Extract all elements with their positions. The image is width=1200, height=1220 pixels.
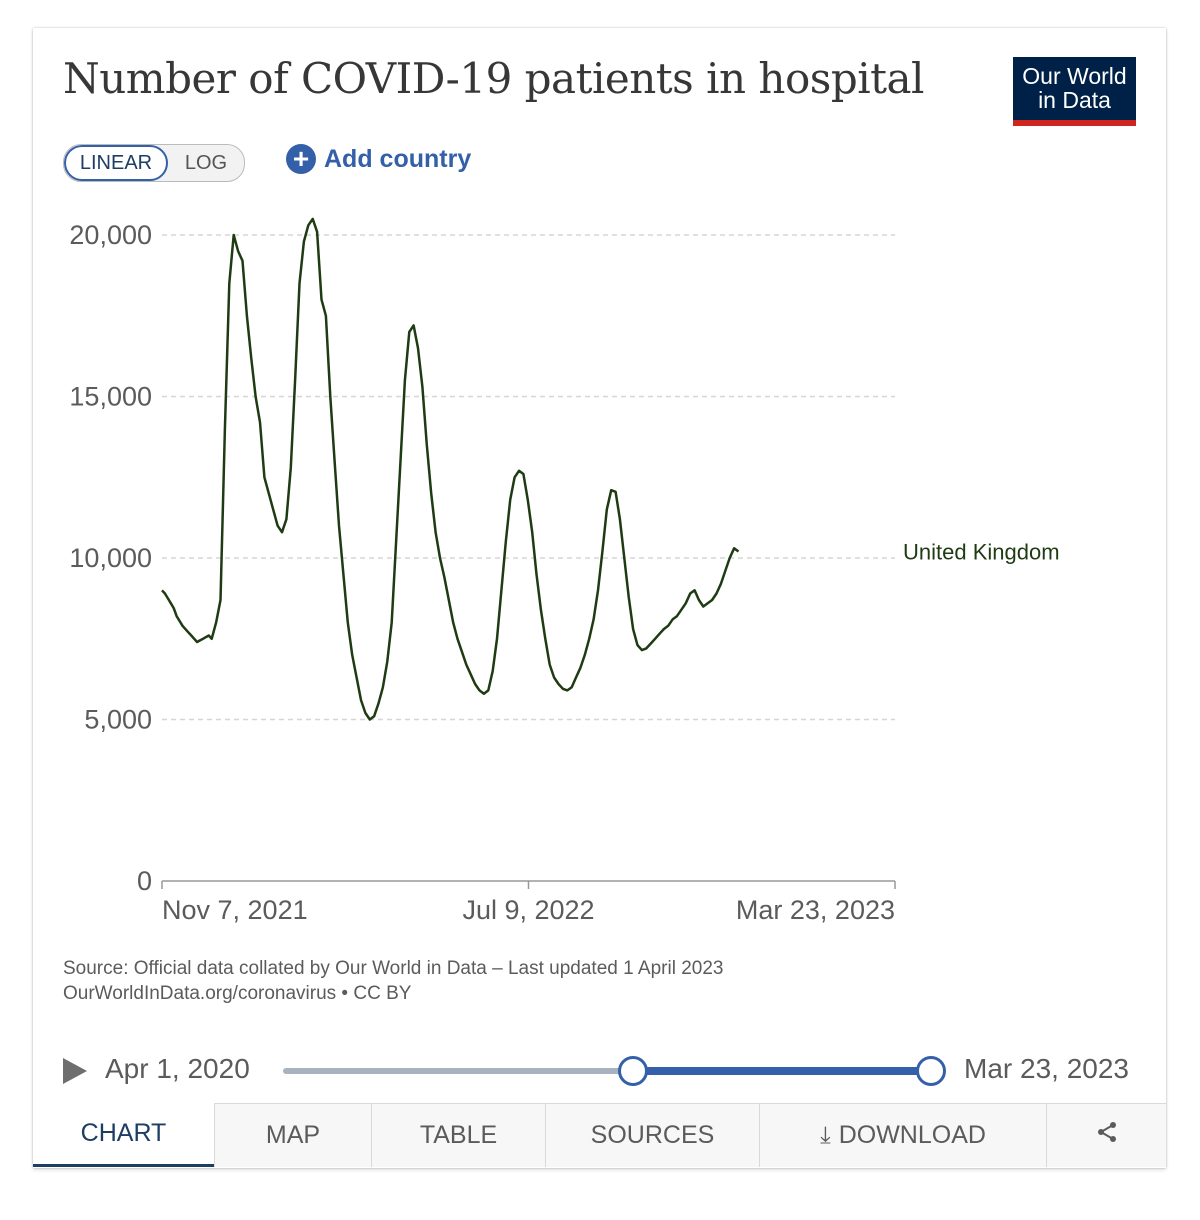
tab-table[interactable]: TABLE — [371, 1103, 545, 1167]
gridlines — [162, 234, 895, 721]
x-tick-label: Jul 9, 2022 — [462, 895, 594, 925]
y-axis-ticks: 0 5,000 10,000 15,000 20,000 — [69, 220, 152, 896]
scale-toggle: LINEAR LOG — [63, 144, 245, 182]
line-chart: 0 5,000 10,000 15,000 20,000 Nov 7, 2021 Jul … — [69, 217, 1060, 925]
chart-card: Number of COVID-19 patients in hospital … — [33, 28, 1166, 1168]
add-country-label: Add country — [324, 144, 472, 173]
download-icon: ⤓ — [820, 1121, 831, 1149]
series-line[interactable] — [161, 217, 740, 721]
timeline-selected-range — [632, 1067, 931, 1075]
chart-title: Number of COVID-19 patients in hospital — [63, 54, 924, 103]
owid-logo[interactable]: Our World in Data — [1013, 57, 1136, 126]
tab-download[interactable]: ⤓ DOWNLOAD — [759, 1103, 1046, 1167]
y-tick-label: 20,000 — [69, 220, 152, 250]
play-icon[interactable] — [63, 1058, 87, 1084]
timeline-end-handle[interactable] — [916, 1056, 946, 1086]
logo-red-bar — [1013, 120, 1136, 126]
series-label[interactable]: United Kingdom — [903, 540, 1060, 565]
y-tick-label: 10,000 — [69, 543, 152, 573]
timeline-end-label: Mar 23, 2023 — [964, 1053, 1129, 1084]
tab-bar: CHART MAP TABLE SOURCES ⤓ DOWNLOAD — [33, 1103, 1166, 1168]
x-tick-label: Mar 23, 2023 — [736, 895, 895, 925]
tab-map[interactable]: MAP — [214, 1103, 371, 1167]
timeline: Apr 1, 2020 Mar 23, 2023 — [63, 1050, 1138, 1090]
tab-download-label: DOWNLOAD — [838, 1121, 986, 1149]
timeline-start-handle[interactable] — [617, 1056, 648, 1086]
logo-line-1: Our World — [1022, 63, 1127, 89]
license-line: OurWorldInData.org/coronavirus • CC BY — [63, 983, 412, 1004]
logo-line-2: in Data — [1038, 87, 1111, 113]
tab-sources[interactable]: SOURCES — [545, 1103, 759, 1167]
timeline-start-label: Apr 1, 2020 — [105, 1053, 250, 1084]
add-country-button[interactable]: + Add country — [286, 144, 471, 174]
x-axis: Nov 7, 2021 Jul 9, 2022 Mar 23, 2023 — [161, 880, 896, 925]
log-scale-button[interactable]: LOG — [184, 151, 228, 174]
x-tick-label: Nov 7, 2021 — [162, 895, 308, 925]
plus-circle-icon: + — [286, 144, 316, 174]
timeline-track[interactable] — [283, 1068, 931, 1074]
source-line: Source: Official data collated by Our Wo… — [63, 958, 724, 979]
tab-chart[interactable]: CHART — [33, 1103, 214, 1167]
y-tick-label: 15,000 — [69, 382, 152, 412]
y-tick-label: 0 — [137, 866, 152, 896]
y-tick-label: 5,000 — [84, 705, 152, 735]
tab-share[interactable] — [1046, 1103, 1166, 1167]
share-icon — [1095, 1120, 1119, 1151]
linear-scale-button[interactable]: LINEAR — [64, 145, 168, 181]
source-note: Source: Official data collated by Our Wo… — [63, 956, 723, 1006]
series-lines: United Kingdom — [161, 217, 1060, 721]
